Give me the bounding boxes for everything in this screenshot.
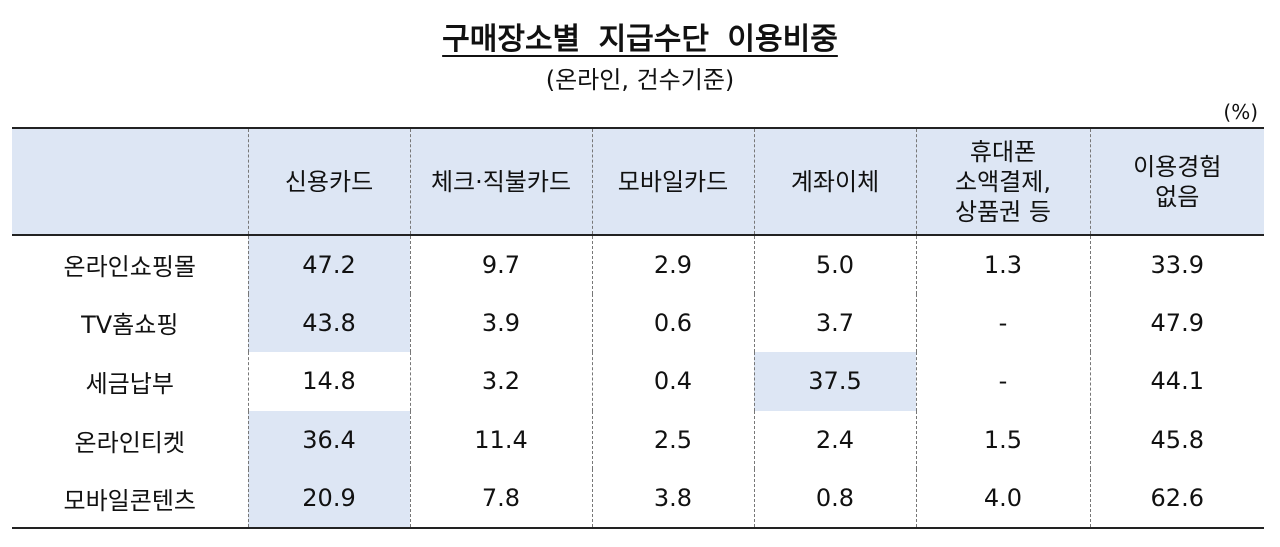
table-row: 온라인티켓 36.4 11.4 2.5 2.4 1.5 45.8 — [12, 410, 1264, 470]
table-cell: 3.8 — [591, 469, 754, 529]
table-cell: 45.8 — [1089, 410, 1264, 470]
table-cell: 7.8 — [409, 469, 592, 529]
column-header: 계좌이체 — [753, 127, 916, 236]
header-line: 신용카드 — [284, 167, 374, 196]
header-line: 없음 — [1155, 182, 1200, 211]
table-cell: 11.4 — [409, 410, 592, 470]
page-title: 구매장소별 지급수단 이용비중 — [0, 14, 1280, 58]
subtitle: (온라인, 건수기준) — [545, 66, 735, 94]
table-cell: 2.5 — [591, 410, 754, 470]
table-cell: - — [915, 352, 1090, 411]
column-header: 이용경험 없음 — [1089, 127, 1264, 236]
table-cell: 4.0 — [915, 469, 1090, 529]
header-row: 신용카드 체크·직불카드 모바일카드 계좌이체 휴대폰 소액결제, 상품권 등 … — [12, 127, 1264, 236]
table-cell: 2.4 — [753, 410, 916, 470]
header-line: 소액결제, — [955, 167, 1051, 196]
table-cell: 1.3 — [915, 235, 1090, 294]
table-cell: 0.6 — [591, 293, 754, 353]
column-header: 체크·직불카드 — [409, 127, 592, 236]
table-row: 모바일콘텐츠 20.9 7.8 3.8 0.8 4.0 62.6 — [12, 469, 1264, 529]
table-row: 온라인쇼핑몰 47.2 9.7 2.9 5.0 1.3 33.9 — [12, 235, 1264, 294]
header-line: 휴대폰 — [969, 137, 1037, 166]
header-line: 이용경험 — [1133, 152, 1222, 181]
column-header: 신용카드 — [247, 127, 410, 236]
table-cell: 47.2 — [247, 235, 410, 294]
table-cell: 36.4 — [247, 410, 410, 470]
table-cell: 0.8 — [753, 469, 916, 529]
table-row: TV홈쇼핑 43.8 3.9 0.6 3.7-47.9 — [12, 293, 1264, 353]
table-cell: 20.9 — [247, 469, 410, 529]
header-line: 계좌이체 — [790, 167, 880, 196]
row-label: 온라인쇼핑몰 — [63, 253, 196, 282]
table-cell: 44.1 — [1089, 352, 1264, 411]
column-header: 휴대폰 소액결제, 상품권 등 — [915, 127, 1090, 236]
header-line: 체크·직불카드 — [430, 167, 572, 196]
table-cell: 1.5 — [915, 410, 1090, 470]
table-cell: 47.9 — [1089, 293, 1264, 353]
row-label: TV홈쇼핑 — [81, 311, 179, 340]
table-cell: 43.8 — [247, 293, 410, 353]
table-cell: 3.7 — [753, 293, 916, 353]
row-label: 세금납부 — [85, 369, 174, 398]
table-cell: 9.7 — [409, 235, 592, 294]
table-cell: 37.5 — [753, 352, 916, 411]
table-cell: 62.6 — [1089, 469, 1264, 529]
column-header: 모바일카드 — [591, 127, 754, 236]
payment-share-table: 신용카드 체크·직불카드 모바일카드 계좌이체 휴대폰 소액결제, 상품권 등 … — [12, 127, 1264, 529]
table-cell: 3.9 — [409, 293, 592, 353]
header-line: 상품권 등 — [955, 197, 1051, 226]
table-cell: 2.9 — [591, 235, 754, 294]
table-cell: 33.9 — [1089, 235, 1264, 294]
table-cell: 5.0 — [753, 235, 916, 294]
table-cell: 0.4 — [591, 352, 754, 411]
table-row: 세금납부 14.8 3.2 0.4 37.5-44.1 — [12, 352, 1264, 411]
header-corner — [12, 127, 248, 236]
table-body: 온라인쇼핑몰 47.2 9.7 2.9 5.0 1.3 33.9 TV홈쇼핑 43.8 3.9 0.… — [12, 235, 1264, 529]
header-line: 모바일카드 — [617, 167, 729, 196]
row-label: 온라인티켓 — [74, 428, 185, 457]
row-label: 모바일콘텐츠 — [12, 469, 248, 529]
table-cell: 3.2 — [409, 352, 592, 411]
unit-label: (%) — [1223, 100, 1258, 124]
table-cell: 14.8 — [247, 352, 410, 411]
title-text: 구매장소별 지급수단 이용비중 — [442, 22, 838, 57]
table-cell: - — [915, 293, 1090, 353]
